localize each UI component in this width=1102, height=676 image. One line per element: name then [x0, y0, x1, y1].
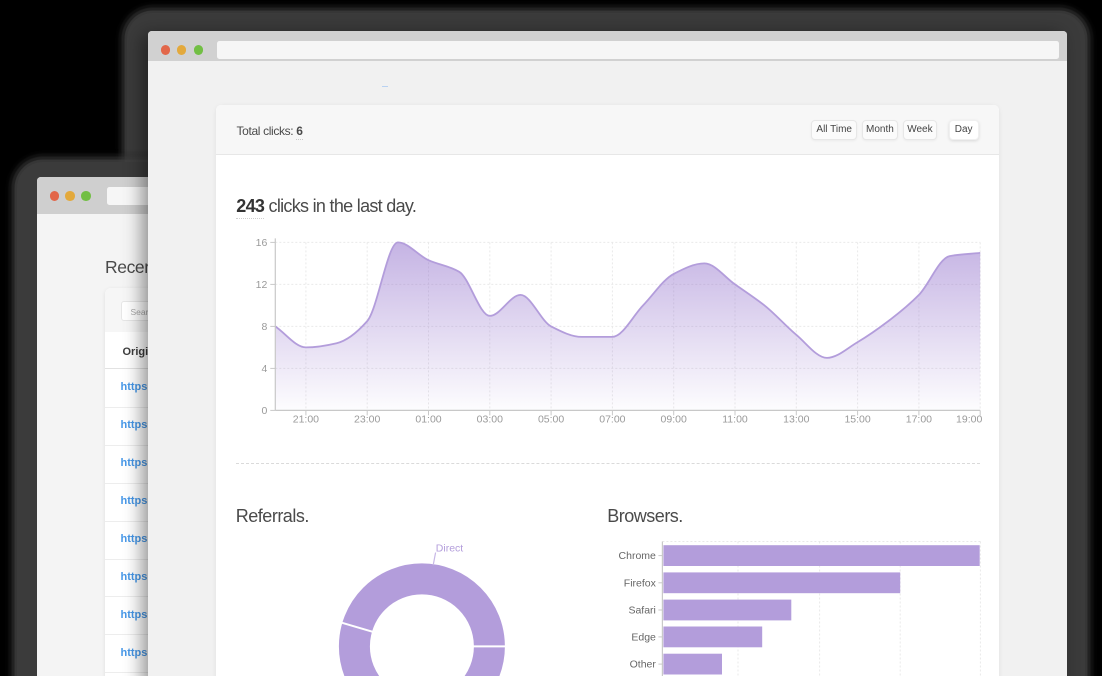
svg-text:Firefox: Firefox [624, 577, 657, 589]
svg-text:16: 16 [256, 236, 268, 248]
svg-text:05:00: 05:00 [538, 413, 564, 425]
svg-text:17:00: 17:00 [906, 413, 932, 425]
svg-text:Direct: Direct [436, 543, 464, 555]
svg-text:21:00: 21:00 [293, 413, 319, 425]
svg-text:01:00: 01:00 [415, 413, 441, 425]
svg-text:03:00: 03:00 [477, 413, 503, 425]
svg-text:Other: Other [630, 659, 657, 671]
svg-text:09:00: 09:00 [661, 413, 687, 425]
svg-text:Chrome: Chrome [619, 550, 657, 562]
svg-text:11:00: 11:00 [722, 413, 748, 425]
svg-text:15:00: 15:00 [844, 413, 870, 425]
svg-text:12: 12 [256, 278, 268, 290]
svg-text:Edge: Edge [631, 632, 656, 644]
svg-text:8: 8 [261, 320, 267, 332]
svg-text:0: 0 [261, 404, 267, 416]
svg-text:13:00: 13:00 [783, 413, 809, 425]
svg-text:19:00: 19:00 [956, 413, 982, 425]
svg-text:4: 4 [261, 362, 267, 374]
svg-text:23:00: 23:00 [354, 413, 380, 425]
svg-text:Safari: Safari [628, 605, 655, 617]
svg-text:07:00: 07:00 [599, 413, 625, 425]
